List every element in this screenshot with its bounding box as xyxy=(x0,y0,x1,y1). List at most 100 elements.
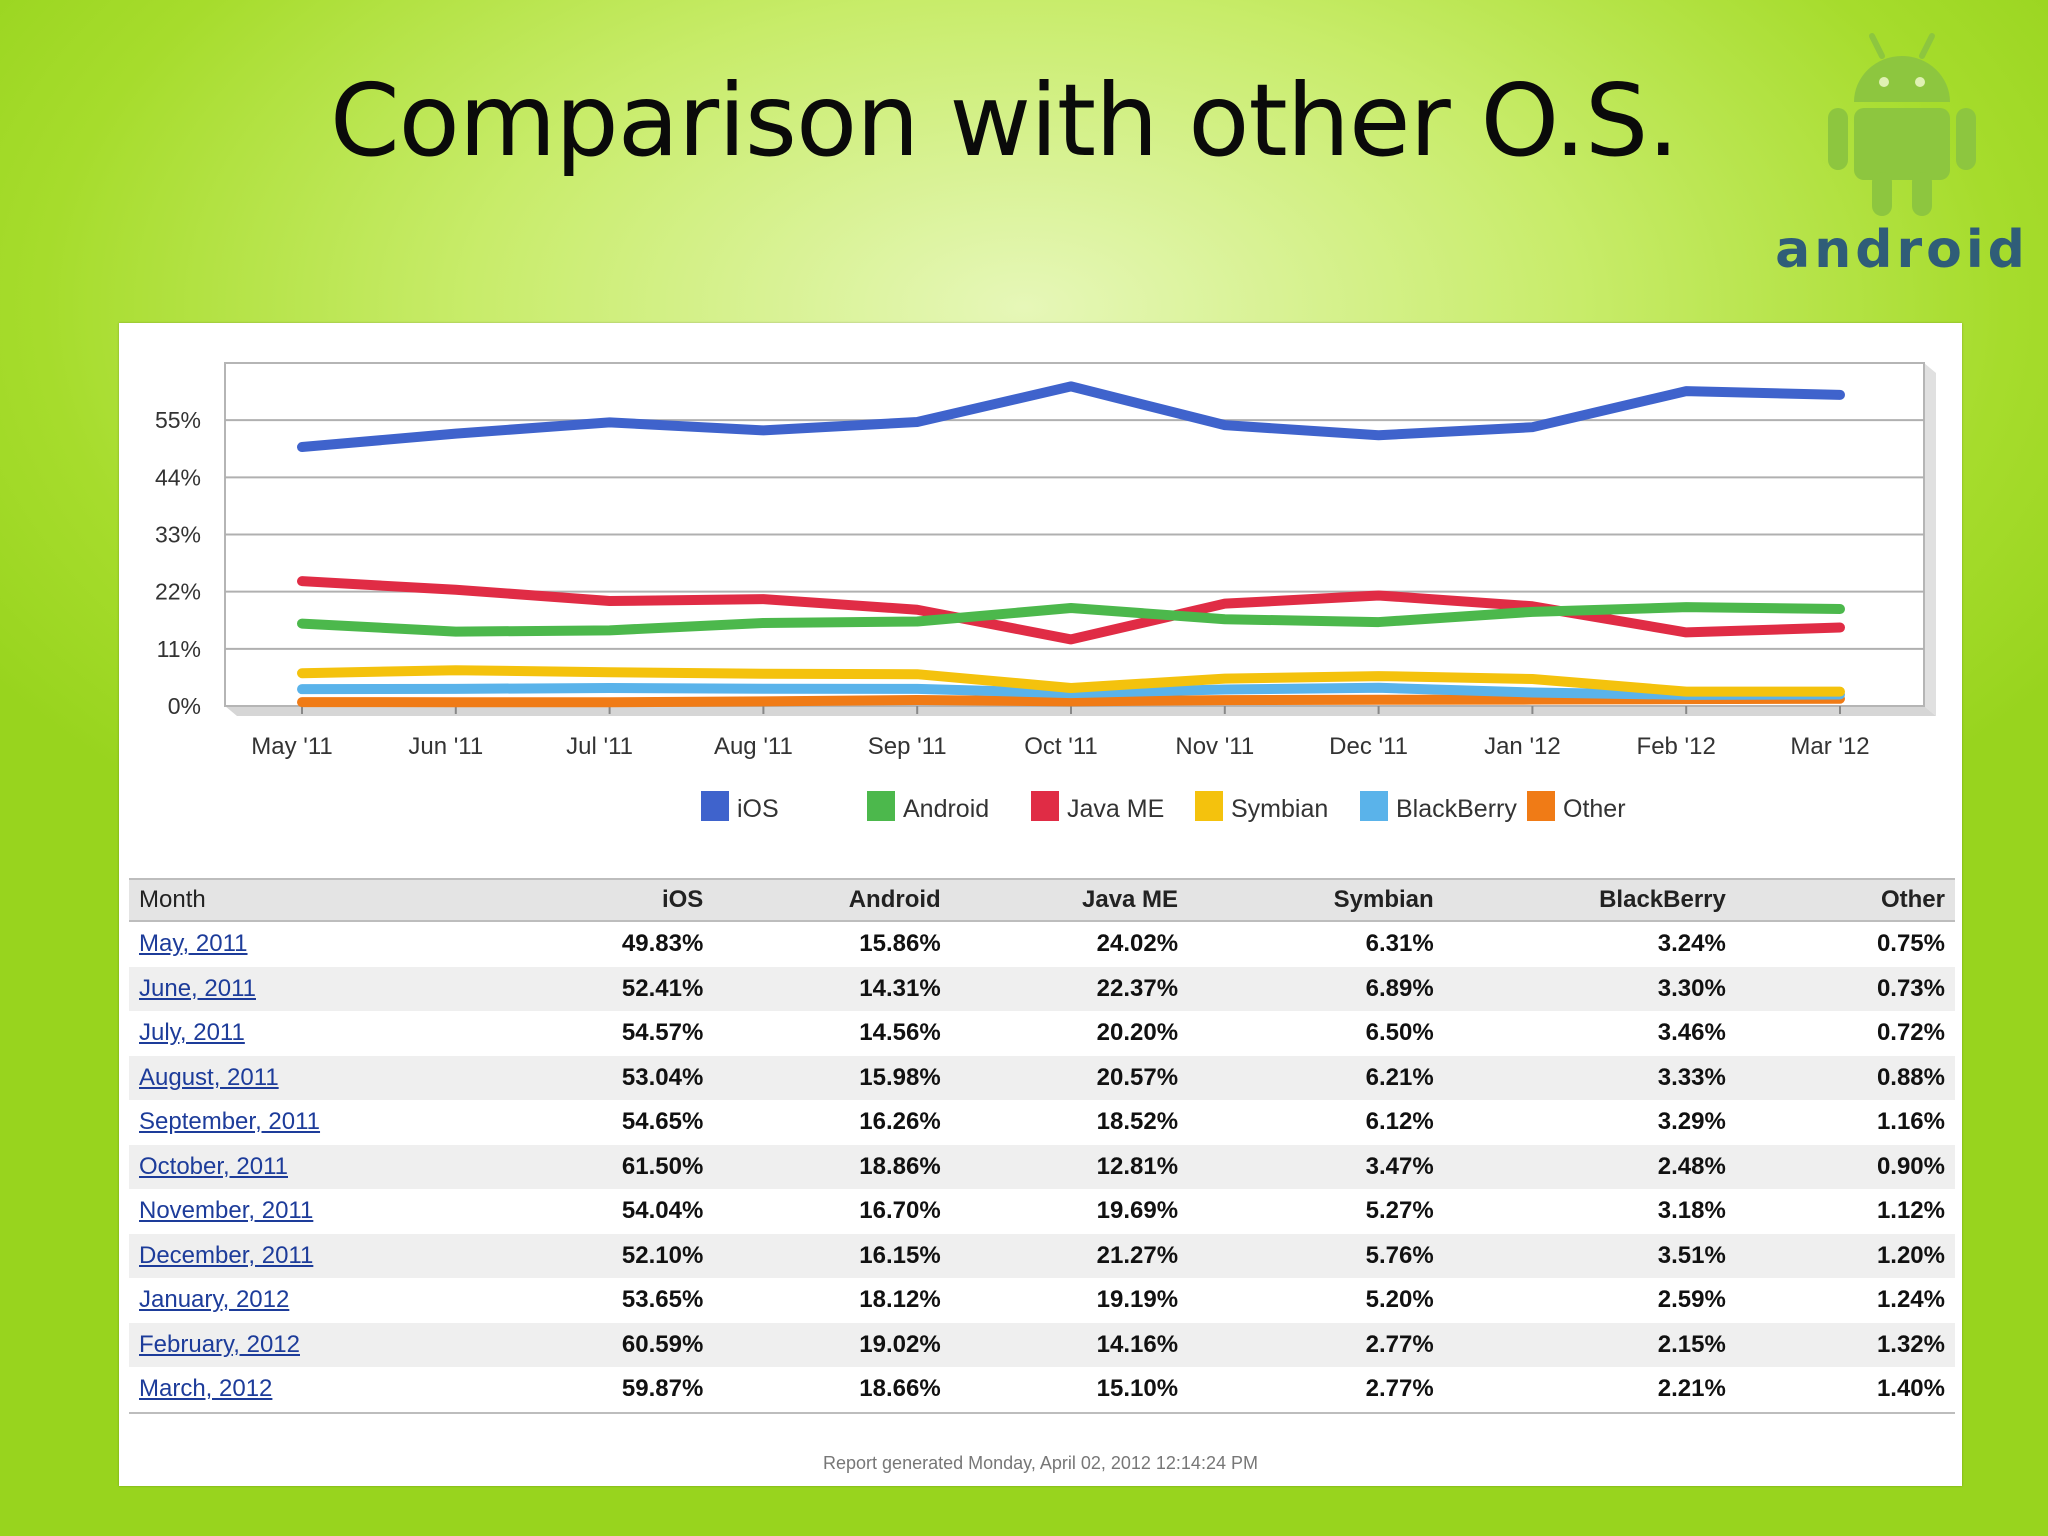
table-cell: 18.66% xyxy=(713,1367,951,1414)
legend-label-android: Android xyxy=(903,795,989,823)
table-cell: 19.19% xyxy=(1096,1286,1179,1314)
table-row: November, 2011 54.04% 16.70% 19.69% 5.27% 3.1… xyxy=(129,1189,1955,1234)
table-cell: 3.33% xyxy=(1443,1055,1736,1100)
table-cell: 54.65% xyxy=(621,1108,704,1136)
table-cell: 59.87% xyxy=(475,1367,714,1414)
table-body: May, 2011 49.83% 15.86% 24.02% 6.31% 3.24% 0.7… xyxy=(129,921,1955,1414)
x-tick-label: Jul '11 xyxy=(566,733,633,760)
x-tick-label: Feb '12 xyxy=(1637,733,1716,760)
legend-label-blackberry: BlackBerry xyxy=(1396,795,1517,823)
x-tick-label: Sep '11 xyxy=(868,733,947,760)
series-line-ios xyxy=(297,381,1845,453)
table-cell: 1.12% xyxy=(1876,1197,1945,1225)
month-link[interactable]: January, 2012 xyxy=(139,1286,290,1314)
table-cell: 19.02% xyxy=(713,1322,951,1367)
table-cell: 6.89% xyxy=(1188,966,1444,1011)
table-cell: 22.37% xyxy=(950,966,1189,1011)
table-cell: 5.76% xyxy=(1188,1233,1444,1278)
col-header-other[interactable]: Other xyxy=(1735,878,1955,922)
table-cell: 19.69% xyxy=(1096,1197,1179,1225)
table-cell: 52.10% xyxy=(475,1233,714,1278)
series-line-android xyxy=(297,602,1845,637)
month-link[interactable]: November, 2011 xyxy=(139,1197,314,1225)
col-header-android[interactable]: Android xyxy=(713,878,951,922)
y-tick-label: 0% xyxy=(168,693,201,719)
android-robot-icon xyxy=(1828,33,1976,216)
legend-swatch-java-me xyxy=(1031,791,1059,821)
table-row: December, 2011 52.10% 16.15% 21.27% 5.76% 3.5… xyxy=(129,1233,1955,1278)
table-row: October, 2011 61.50% 18.86% 12.81% 3.47% 2.48… xyxy=(129,1144,1955,1189)
table-cell: 0.88% xyxy=(1735,1055,1955,1100)
table-cell: 2.48% xyxy=(1443,1144,1736,1189)
legend-swatch-blackberry xyxy=(1360,791,1388,821)
col-header-month[interactable]: Month xyxy=(129,878,476,922)
month-link[interactable]: July, 2011 xyxy=(139,1019,245,1047)
table-cell: 2.77% xyxy=(1188,1367,1444,1414)
table-cell: 16.26% xyxy=(859,1108,941,1136)
table-cell: 6.21% xyxy=(1188,1055,1444,1100)
table-cell: 3.24% xyxy=(1657,930,1726,958)
y-tick-label: 11% xyxy=(157,636,201,662)
month-link[interactable]: December, 2011 xyxy=(129,1233,476,1278)
col-header-ios[interactable]: iOS xyxy=(475,878,714,922)
month-link[interactable]: June, 2011 xyxy=(129,966,476,1011)
x-tick-label: Jun '11 xyxy=(408,733,483,760)
table-cell: 14.31% xyxy=(713,966,951,1011)
table-header-row: Month iOS Android Java ME Symbian BlackB… xyxy=(129,878,1955,922)
table-cell: 49.83% xyxy=(621,930,704,958)
table-cell: 16.70% xyxy=(859,1197,941,1225)
android-logo: android xyxy=(1772,22,2032,280)
table-cell: 0.75% xyxy=(1876,930,1945,958)
col-header-blackberry[interactable]: BlackBerry xyxy=(1443,878,1736,922)
table-cell: 3.47% xyxy=(1188,1144,1444,1189)
table-cell: 3.51% xyxy=(1443,1233,1736,1278)
y-tick-label: 22% xyxy=(155,579,201,605)
table-cell: 15.10% xyxy=(950,1367,1189,1414)
x-tick-label: Dec '11 xyxy=(1329,733,1408,760)
table-cell: 15.86% xyxy=(859,930,941,958)
month-link[interactable]: May, 2011 xyxy=(139,930,248,958)
table-cell: 2.77% xyxy=(1188,1322,1444,1367)
x-tick-label: Mar '12 xyxy=(1790,733,1869,760)
month-link[interactable]: February, 2012 xyxy=(129,1322,476,1367)
series-line-symbian xyxy=(297,665,1845,697)
table-cell: 20.57% xyxy=(950,1055,1189,1100)
table-row: July, 2011 54.57% 14.56% 20.20% 6.50% 3.46% 0.… xyxy=(129,1011,1955,1056)
table-cell: 18.12% xyxy=(859,1286,941,1314)
legend-swatch-symbian xyxy=(1195,791,1223,821)
table-cell: 15.98% xyxy=(713,1055,951,1100)
table-cell: 0.90% xyxy=(1735,1144,1955,1189)
android-wordmark: android xyxy=(1775,220,2029,280)
legend-label-other: Other xyxy=(1563,795,1626,823)
table-cell: 2.21% xyxy=(1443,1367,1736,1414)
table-cell: 54.57% xyxy=(621,1019,704,1047)
x-tick-label: Aug '11 xyxy=(714,733,793,760)
col-header-symbian[interactable]: Symbian xyxy=(1188,878,1444,922)
table-cell: 16.15% xyxy=(713,1233,951,1278)
table-cell: 53.65% xyxy=(621,1286,704,1314)
month-link[interactable]: August, 2011 xyxy=(129,1055,476,1100)
series-line-other xyxy=(297,693,1845,708)
plot-floor xyxy=(225,706,1936,716)
table-cell: 14.16% xyxy=(950,1322,1189,1367)
table-cell: 5.20% xyxy=(1365,1286,1434,1314)
table-cell: 1.20% xyxy=(1735,1233,1955,1278)
series-line-blackberry xyxy=(297,682,1845,700)
table-cell: 1.24% xyxy=(1876,1286,1945,1314)
slide-title: Comparison with other O.S. xyxy=(329,62,1679,179)
month-link[interactable]: October, 2011 xyxy=(129,1144,476,1189)
month-link[interactable]: March, 2012 xyxy=(129,1367,476,1414)
table-cell: 14.56% xyxy=(859,1019,941,1047)
table-cell: 3.46% xyxy=(1657,1019,1726,1047)
table-row: May, 2011 49.83% 15.86% 24.02% 6.31% 3.24% 0.7… xyxy=(129,921,1955,967)
table-cell: 0.72% xyxy=(1876,1019,1945,1047)
col-header-java-me[interactable]: Java ME xyxy=(950,878,1189,922)
report-footer: Report generated Monday, April 02, 2012 … xyxy=(823,1453,1258,1473)
table-cell: 0.73% xyxy=(1735,966,1955,1011)
table-row: September, 2011 54.65% 16.26% 18.52% 6.12% 3.… xyxy=(129,1100,1955,1145)
table-cell: 18.52% xyxy=(1096,1108,1179,1136)
month-link[interactable]: September, 2011 xyxy=(139,1108,321,1136)
table-cell: 24.02% xyxy=(1096,930,1179,958)
table-cell: 21.27% xyxy=(950,1233,1189,1278)
table-row: June, 2011 52.41% 14.31% 22.37% 6.89% 3.30% 0.… xyxy=(129,966,1955,1011)
